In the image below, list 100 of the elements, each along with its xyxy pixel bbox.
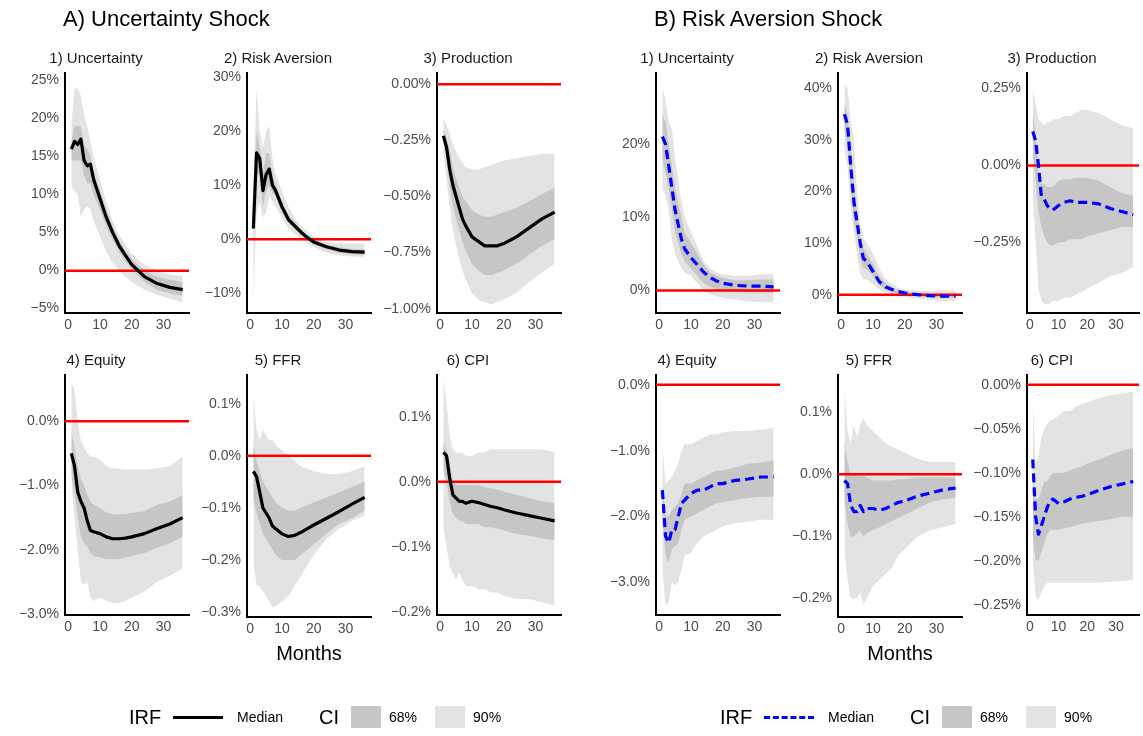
x-tick-label: 0 [655, 316, 664, 333]
chart-title: 5) FFR [845, 351, 893, 369]
y-tick-label: 0.1% [209, 394, 241, 411]
legend-label: 90% [473, 709, 502, 725]
x-tick-label: 20 [305, 620, 322, 637]
chart-title: 1) Uncertainty [49, 49, 144, 67]
legend-label: 90% [1064, 709, 1093, 725]
x-tick-label: 30 [1108, 316, 1125, 333]
x-tick-label: 20 [714, 618, 731, 635]
x-tick-label: 20 [896, 620, 913, 637]
y-tick-label: 25% [30, 71, 59, 88]
text: CI [910, 705, 931, 729]
y-tick-label: 0.0% [27, 412, 59, 429]
text: A) Uncertainty Shock [63, 6, 270, 31]
y-tick-label: −1.0% [18, 476, 59, 493]
x-tick-label: 30 [155, 316, 172, 333]
y-tick-label: −2.0% [18, 540, 59, 557]
x-tick-label: 30 [928, 316, 945, 333]
x-tick-label: 20 [1079, 316, 1096, 333]
y-tick-label: −0.15% [973, 507, 1021, 524]
y-tick-label: 5% [38, 223, 59, 240]
y-tick-label: −1.00% [383, 299, 431, 316]
chart-title: 4) Equity [657, 351, 718, 369]
legend-label: 68% [980, 709, 1009, 725]
legend-label: Median [237, 709, 284, 725]
x-axis-title: Months [276, 641, 342, 664]
legend-label: 68% [389, 709, 418, 725]
y-tick-label: −0.1% [390, 537, 431, 554]
legend-label: Median [828, 709, 875, 725]
y-tick-label: 0.1% [399, 407, 431, 424]
x-tick-label: 20 [714, 316, 731, 333]
chart-title: 5) FFR [254, 351, 302, 369]
x-tick-label: 10 [1050, 618, 1067, 635]
x-tick-label: 10 [464, 316, 480, 333]
y-tick-label: 10% [30, 185, 59, 202]
x-tick-label: 30 [1108, 618, 1125, 635]
y-tick-label: 10% [803, 233, 832, 250]
y-tick-label: −0.2% [791, 589, 832, 606]
line-series [660, 135, 776, 289]
y-tick-label: 0% [811, 285, 832, 302]
y-tick-label: 0.00% [981, 375, 1021, 392]
x-tick-label: 20 [495, 618, 512, 635]
x-tick-label: 10 [92, 316, 108, 333]
y-tick-label: −2.0% [609, 507, 650, 524]
y-tick-label: −0.2% [200, 550, 241, 567]
x-tick-label: 0 [436, 316, 445, 333]
x-tick-label: 20 [123, 618, 140, 635]
y-tick-label: 10% [621, 208, 650, 225]
y-tick-label: −0.25% [973, 595, 1021, 612]
chart-title: 6) CPI [1030, 351, 1074, 369]
line-series [1031, 457, 1135, 536]
y-tick-label: −0.10% [973, 463, 1021, 480]
line-series [1031, 129, 1135, 217]
y-tick-label: 0% [38, 261, 59, 278]
y-tick-label: −0.20% [973, 551, 1021, 568]
y-tick-label: −0.2% [390, 602, 431, 619]
y-tick-label: 0.1% [800, 403, 832, 420]
chart-title: 2) Risk Aversion [814, 49, 924, 67]
y-tick-label: 0% [629, 281, 650, 298]
chart-title: 6) CPI [446, 351, 490, 369]
x-tick-label: 30 [746, 316, 763, 333]
chart-title: 4) Equity [66, 351, 127, 369]
y-tick-label: 0.0% [209, 446, 241, 463]
x-tick-label: 30 [337, 316, 354, 333]
y-tick-label: 20% [212, 122, 241, 139]
y-tick-label: 20% [30, 109, 59, 126]
x-tick-label: 0 [837, 316, 846, 333]
y-tick-label: −0.3% [200, 602, 241, 619]
x-tick-label: 10 [274, 316, 290, 333]
x-tick-label: 10 [865, 620, 881, 637]
y-tick-label: −0.1% [791, 527, 832, 544]
x-tick-label: 20 [1079, 618, 1096, 635]
x-tick-label: 30 [928, 620, 945, 637]
y-tick-label: 20% [621, 134, 650, 151]
x-tick-label: 30 [337, 620, 354, 637]
y-tick-label: −0.50% [383, 187, 431, 204]
y-tick-label: −0.1% [200, 498, 241, 515]
y-tick-label: 0.00% [391, 75, 431, 92]
x-tick-label: 0 [655, 618, 664, 635]
x-tick-label: 0 [1025, 618, 1034, 635]
y-tick-label: −3.0% [609, 573, 650, 590]
text: CI [319, 705, 340, 729]
x-tick-label: 30 [527, 618, 544, 635]
y-tick-label: 0.0% [399, 472, 431, 489]
y-tick-label: −5% [30, 299, 59, 316]
chart-title: 1) Uncertainty [640, 49, 735, 67]
y-tick-label: −0.75% [383, 243, 431, 260]
x-tick-label: 10 [92, 618, 108, 635]
chart-title: 2) Risk Aversion [223, 49, 333, 67]
y-tick-label: −0.25% [383, 131, 431, 148]
x-tick-label: 0 [246, 620, 255, 637]
x-axis-title: Months [867, 641, 933, 664]
x-tick-label: 10 [464, 618, 480, 635]
x-tick-label: 10 [865, 316, 881, 333]
x-tick-label: 30 [155, 618, 172, 635]
x-tick-label: 20 [305, 316, 322, 333]
y-tick-label: 0.25% [981, 79, 1021, 96]
x-tick-label: 10 [1050, 316, 1067, 333]
y-tick-label: 0.00% [981, 156, 1021, 173]
x-tick-label: 20 [495, 316, 512, 333]
